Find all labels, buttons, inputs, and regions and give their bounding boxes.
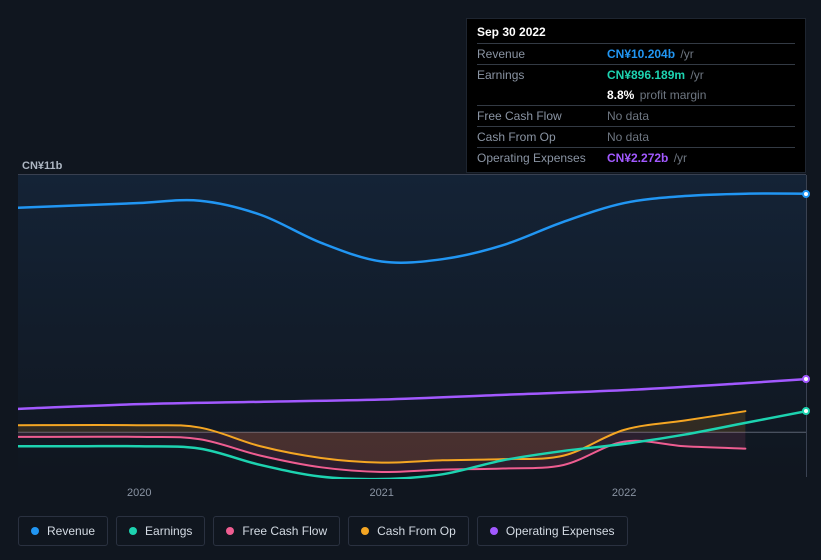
tooltip-key: Cash From Op (477, 127, 607, 148)
legend-item-cfo[interactable]: Cash From Op (348, 516, 469, 546)
tooltip-table: RevenueCN¥10.204b /yrEarningsCN¥896.189m… (477, 43, 795, 168)
legend-dot-icon (129, 527, 137, 535)
cursor-line (806, 175, 807, 477)
tooltip-value: No data (607, 127, 795, 148)
tooltip-value: CN¥2.272b /yr (607, 148, 795, 169)
series-marker-earnings (802, 407, 810, 415)
tooltip-value: No data (607, 106, 795, 127)
legend-dot-icon (361, 527, 369, 535)
legend-item-opex[interactable]: Operating Expenses (477, 516, 628, 546)
legend-label: Cash From Op (377, 524, 456, 538)
legend-item-fcf[interactable]: Free Cash Flow (213, 516, 340, 546)
chart-tooltip: Sep 30 2022 RevenueCN¥10.204b /yrEarning… (466, 18, 806, 173)
legend: Revenue Earnings Free Cash Flow Cash From O… (18, 516, 628, 546)
tooltip-row: 8.8% profit margin (477, 85, 795, 106)
legend-dot-icon (31, 527, 39, 535)
tooltip-key: Earnings (477, 65, 607, 86)
tooltip-date: Sep 30 2022 (477, 25, 795, 43)
tooltip-row: Cash From OpNo data (477, 127, 795, 148)
x-axis-label: 2020 (127, 487, 151, 499)
x-axis-label: 2022 (612, 487, 636, 499)
tooltip-row: Free Cash FlowNo data (477, 106, 795, 127)
series-marker-opex (802, 375, 810, 383)
legend-item-revenue[interactable]: Revenue (18, 516, 108, 546)
legend-dot-icon (490, 527, 498, 535)
legend-label: Earnings (145, 524, 192, 538)
tooltip-key: Free Cash Flow (477, 106, 607, 127)
legend-label: Free Cash Flow (242, 524, 327, 538)
tooltip-row: RevenueCN¥10.204b /yr (477, 44, 795, 65)
y-axis-label: CN¥11b (22, 160, 62, 172)
tooltip-value: CN¥896.189m /yr (607, 65, 795, 86)
tooltip-row: Operating ExpensesCN¥2.272b /yr (477, 148, 795, 169)
series-marker-revenue (802, 190, 810, 198)
x-axis-label: 2021 (369, 487, 393, 499)
legend-item-earnings[interactable]: Earnings (116, 516, 205, 546)
legend-label: Operating Expenses (506, 524, 615, 538)
legend-dot-icon (226, 527, 234, 535)
chart-plot[interactable] (18, 174, 806, 478)
tooltip-row: EarningsCN¥896.189m /yr (477, 65, 795, 86)
tooltip-value: CN¥10.204b /yr (607, 44, 795, 65)
tooltip-key: Operating Expenses (477, 148, 607, 169)
legend-label: Revenue (47, 524, 95, 538)
tooltip-key: Revenue (477, 44, 607, 65)
chart-svg (18, 175, 806, 479)
